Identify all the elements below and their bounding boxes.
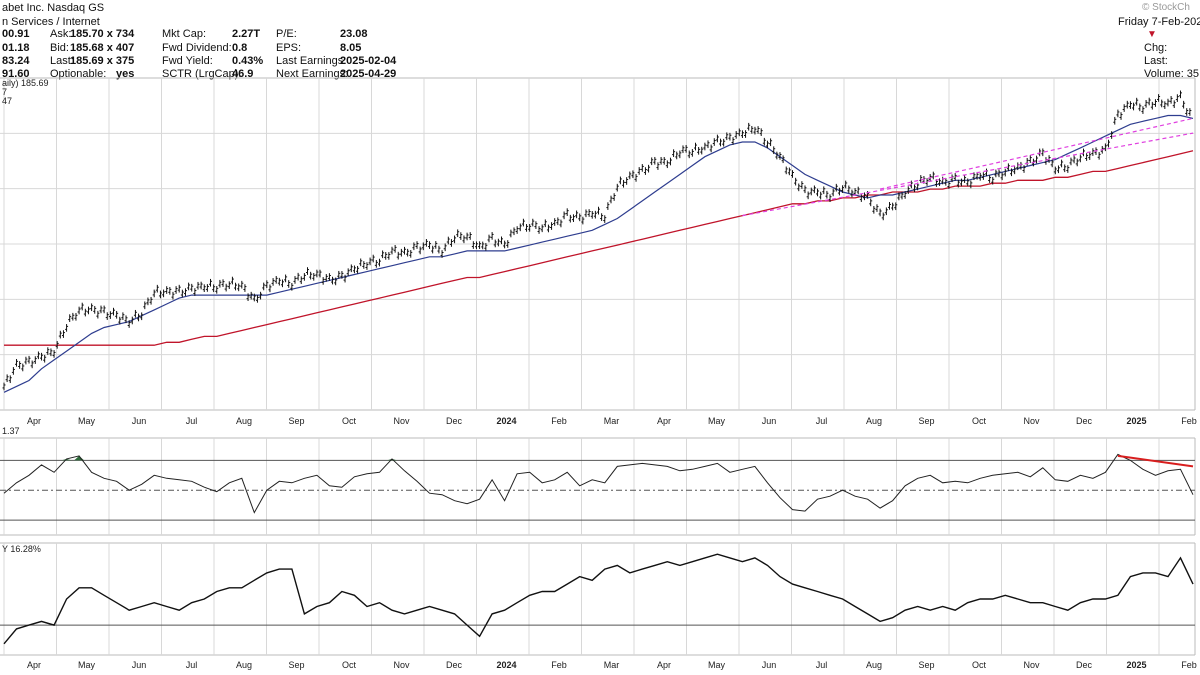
- support-trendline-upper: [879, 117, 1194, 190]
- x-axis-label-bottom: Jul: [186, 660, 198, 670]
- left-value-2: 83.24: [2, 55, 30, 67]
- earn-label-last: Last Earnings:: [276, 55, 347, 67]
- rsi-legend-title: 1.37: [2, 426, 20, 436]
- x-axis-label-bottom: Nov: [1023, 660, 1040, 670]
- left-value-0: 00.91: [2, 28, 30, 40]
- x-axis-label-top: Jun: [762, 416, 777, 426]
- x-axis-label-bottom: 2025: [1126, 660, 1146, 670]
- left-value-3: 91.60: [2, 68, 30, 80]
- down-arrow-icon: ▼: [1147, 29, 1157, 40]
- x-axis-label-bottom: Sep: [288, 660, 304, 670]
- left-value-1: 01.18: [2, 42, 30, 54]
- quote-label-last: Last:: [50, 55, 74, 67]
- fund-label-yield: Fwd Yield:: [162, 55, 213, 67]
- price-legend-title: aily) 185.69: [2, 78, 49, 88]
- x-axis-label-top: Oct: [342, 416, 357, 426]
- earn-label-next: Next Earnings:: [276, 68, 349, 80]
- x-axis-label-top: Aug: [866, 416, 882, 426]
- rs-line: [3, 553, 1194, 645]
- right-label-chg: Chg:: [1144, 42, 1168, 54]
- x-axis-label-top: Apr: [27, 416, 41, 426]
- earn-label-pe: P/E:: [276, 28, 297, 40]
- x-axis-label-bottom: 2024: [496, 660, 516, 670]
- fund-value-sctr: 46.9: [232, 68, 254, 80]
- quote-value-bid: 185.68 x 407: [70, 42, 135, 54]
- x-axis-label-bottom: May: [708, 660, 726, 670]
- fund-value-dividend: 0.8: [232, 42, 248, 54]
- x-axis-label-bottom: Apr: [657, 660, 671, 670]
- quote-value-ask: 185.70 x 734: [70, 28, 135, 40]
- company-name: abet Inc. Nasdaq GS: [2, 2, 105, 14]
- legend-ma-50: 7: [2, 87, 7, 97]
- fund-label-sctr: SCTR (LrgCap):: [162, 68, 242, 80]
- x-axis-label-bottom: Dec: [1076, 660, 1093, 670]
- right-label-volume: Volume: 35,9: [1144, 68, 1200, 80]
- x-axis-label-bottom: Aug: [866, 660, 882, 670]
- header: abet Inc. Nasdaq GS © StockCh n Services…: [0, 0, 1200, 80]
- rsi-divergence-line: [1117, 454, 1194, 468]
- x-axis-label-top: May: [708, 416, 726, 426]
- x-axis-label-top: Sep: [918, 416, 934, 426]
- x-axis-label-top: 2024: [496, 416, 516, 426]
- x-axis-label-top: Dec: [446, 416, 463, 426]
- earn-value-next: 2025-04-29: [340, 68, 397, 80]
- x-axis-label-bottom: May: [78, 660, 96, 670]
- earn-label-eps: EPS:: [276, 42, 302, 54]
- x-axis-label-top: Oct: [972, 416, 987, 426]
- x-axis-label-bottom: Nov: [393, 660, 410, 670]
- right-label-last: Last:: [1144, 55, 1168, 67]
- ma-200-line: [4, 150, 1194, 346]
- x-axis-label-top: Mar: [604, 416, 620, 426]
- rs-legend-title: Y 16.28%: [2, 544, 41, 554]
- x-axis-label-top: Sep: [288, 416, 304, 426]
- quote-value-optionable: yes: [116, 68, 135, 80]
- x-axis-label-top: Jun: [132, 416, 147, 426]
- ma-50-line: [3, 114, 1194, 393]
- legend-ma-200: 47: [2, 96, 12, 106]
- quote-label-ask: Ask:: [50, 28, 72, 40]
- x-axis-label-bottom: Jun: [132, 660, 147, 670]
- x-axis-label-top: Jul: [816, 416, 828, 426]
- quote-value-last: 185.69 x 375: [70, 55, 135, 67]
- x-axis-label-top: Feb: [1181, 416, 1197, 426]
- x-axis-label-top: Jul: [186, 416, 198, 426]
- x-axis-label-top: Feb: [551, 416, 567, 426]
- x-axis-label-top: 2025: [1126, 416, 1146, 426]
- watermark: © StockCh: [1142, 2, 1190, 13]
- x-axis-label-top: Aug: [236, 416, 252, 426]
- quote-label-bid: Bid:: [50, 42, 69, 54]
- x-axis-label-bottom: Jun: [762, 660, 777, 670]
- x-axis-label-top: Nov: [1023, 416, 1040, 426]
- fund-label-mktcap: Mkt Cap:: [162, 28, 207, 40]
- earn-value-eps: 8.05: [340, 42, 362, 54]
- rsi-line: [3, 453, 1194, 514]
- x-axis-label-bottom: Feb: [1181, 660, 1197, 670]
- x-axis-label-top: Nov: [393, 416, 410, 426]
- report-date: Friday 7-Feb-2025: [1118, 16, 1200, 28]
- fund-value-yield: 0.43%: [232, 55, 264, 67]
- x-axis-label-top: Dec: [1076, 416, 1093, 426]
- x-axis-label-bottom: Mar: [604, 660, 620, 670]
- fund-label-dividend: Fwd Dividend:: [162, 42, 232, 54]
- x-axis-label-bottom: Apr: [27, 660, 41, 670]
- x-axis-label-bottom: Jul: [816, 660, 828, 670]
- quote-label-optionable: Optionable:: [50, 68, 107, 80]
- x-axis-label-bottom: Feb: [551, 660, 567, 670]
- earn-value-last: 2025-02-04: [340, 55, 397, 67]
- x-axis-label-bottom: Aug: [236, 660, 252, 670]
- x-axis-label-bottom: Dec: [446, 660, 463, 670]
- x-axis-label-top: May: [78, 416, 96, 426]
- x-axis-label-bottom: Sep: [918, 660, 934, 670]
- x-axis-label-top: Apr: [657, 416, 671, 426]
- earn-value-pe: 23.08: [340, 28, 368, 40]
- support-trendline: [742, 132, 1194, 217]
- fund-value-mktcap: 2.27T: [232, 28, 261, 40]
- sector: n Services / Internet: [2, 16, 100, 28]
- x-axis-label-bottom: Oct: [972, 660, 987, 670]
- x-axis-label-bottom: Oct: [342, 660, 357, 670]
